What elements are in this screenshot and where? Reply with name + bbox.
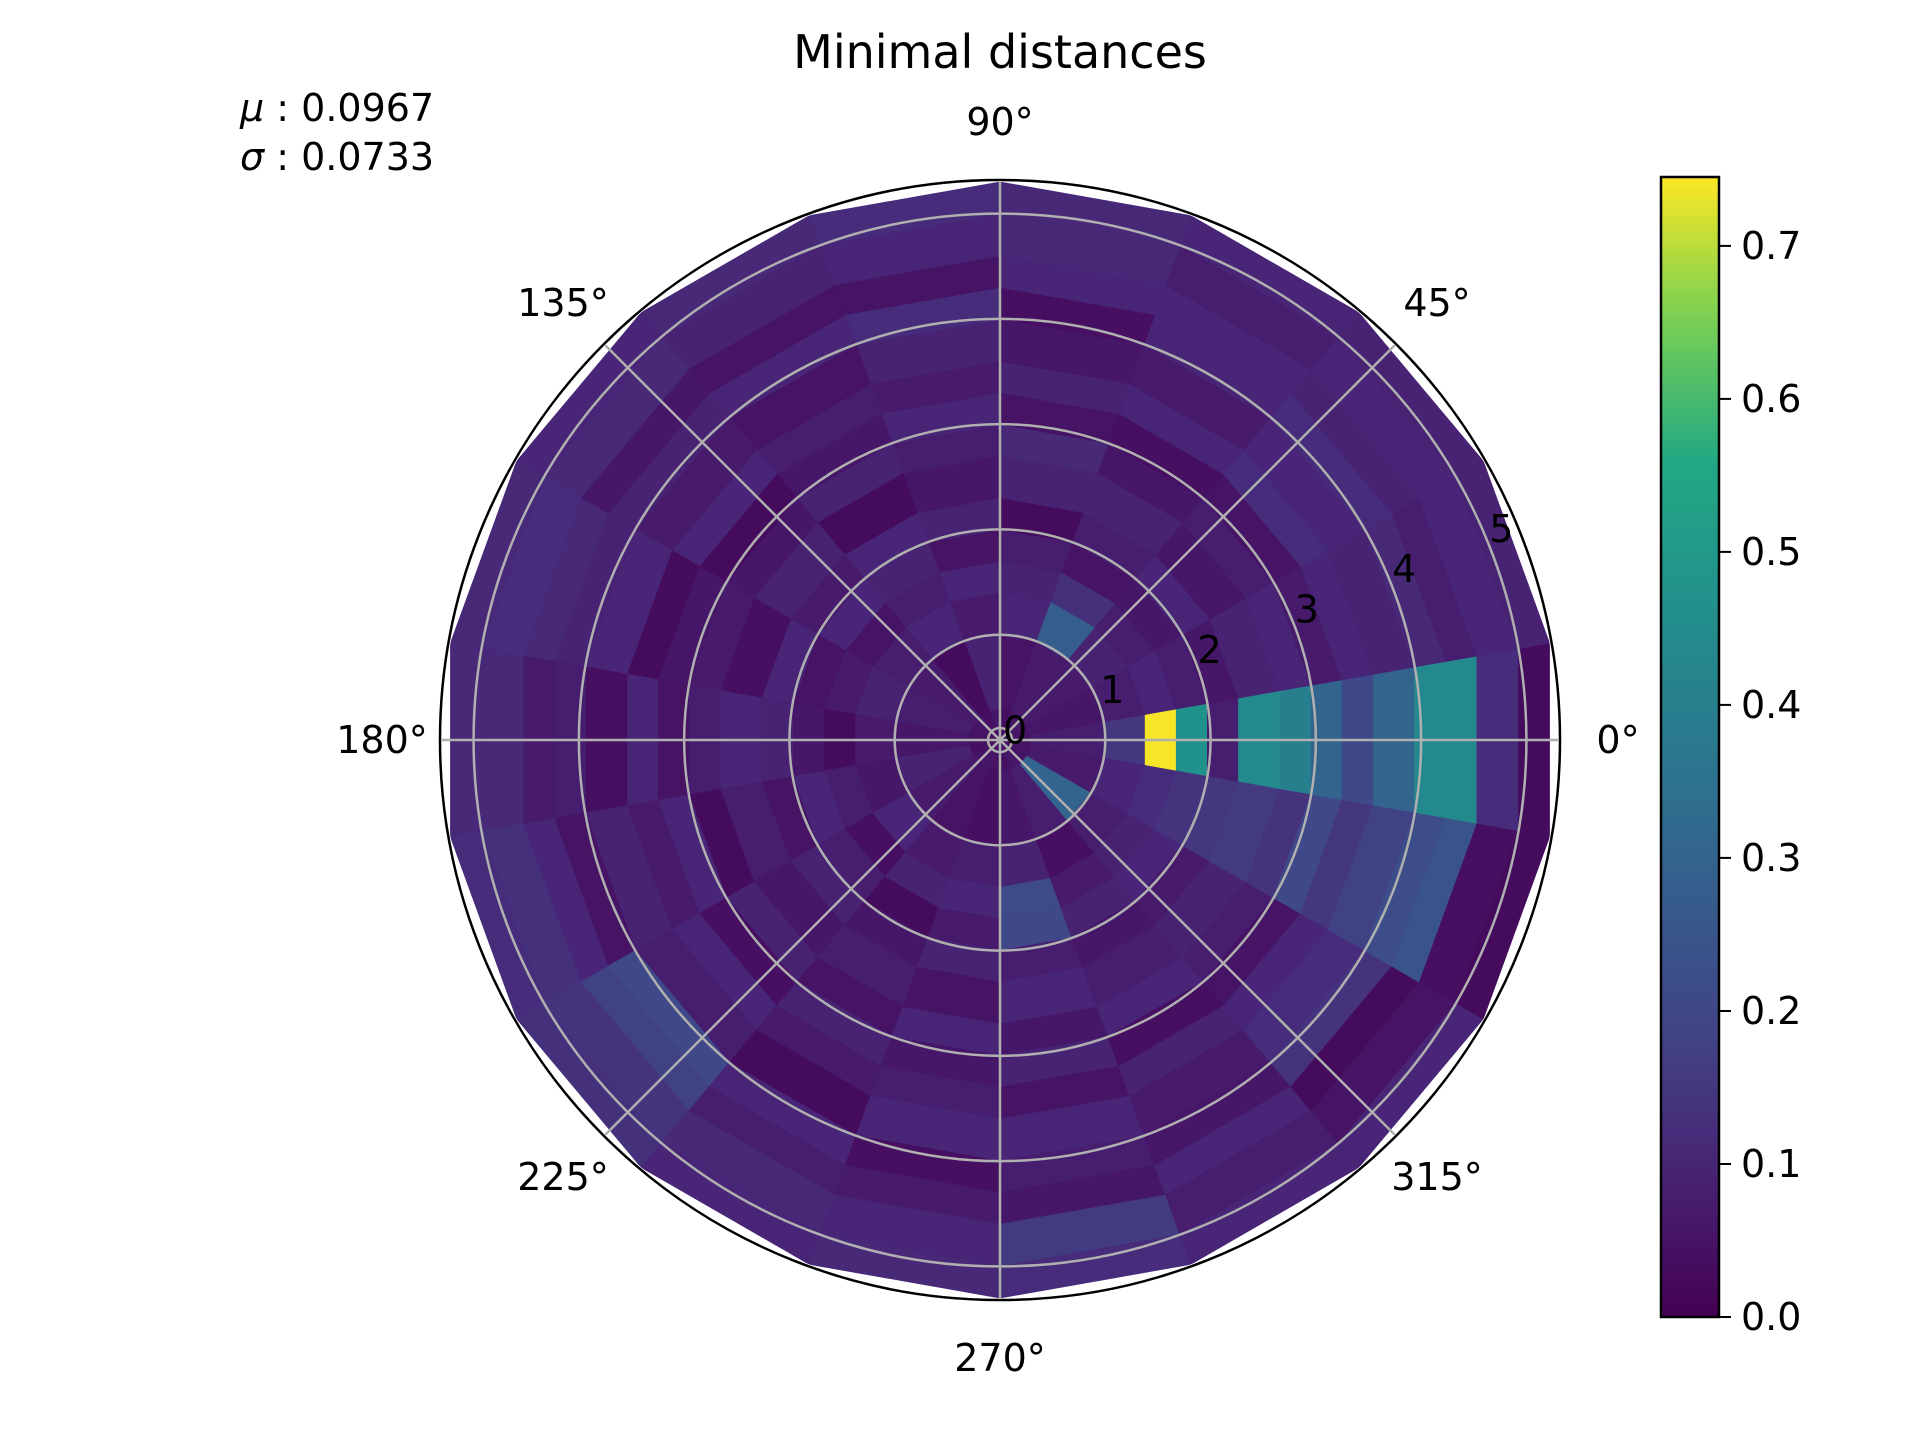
colorbar-gradient	[1659, 175, 1721, 1319]
colorbar-tick-label: 0.6	[1741, 377, 1801, 421]
colorbar-tick-label: 0.7	[1741, 224, 1801, 268]
angle-tick-labels: 0° 45° 90° 135° 180° 225° 270° 315°	[336, 100, 1639, 1380]
angle-gridline	[999, 344, 1396, 741]
radius-tick-label: 4	[1392, 547, 1416, 591]
colorbar-tick-label: 0.0	[1741, 1295, 1801, 1339]
std-symbol: σ	[240, 135, 266, 179]
heatmap-cell	[808, 1234, 1001, 1298]
angle-tick-label: 315°	[1391, 1155, 1483, 1199]
stats-annotation: μ : 0.0967 σ : 0.0733	[239, 86, 434, 179]
angle-gridline	[604, 739, 1001, 1136]
angle-gridline	[604, 344, 1001, 741]
angle-tick-label: 135°	[517, 281, 609, 325]
radius-tick-label: 1	[1100, 668, 1124, 712]
colorbar-tick-label: 0.2	[1741, 989, 1801, 1033]
mean-stat: μ : 0.0967	[239, 86, 434, 130]
radius-tick-label: 5	[1489, 507, 1513, 551]
heatmap-cell	[999, 182, 1192, 246]
mean-symbol: μ	[239, 86, 264, 130]
colorbar-ticks: 0.0 0.1 0.2 0.3 0.4 0.5 0.6 0.7	[1719, 224, 1801, 1339]
colorbar-tick-label: 0.5	[1741, 530, 1801, 574]
radius-tick-label: 0	[1003, 708, 1027, 752]
angle-tick-label: 225°	[517, 1155, 609, 1199]
colorbar-tick-label: 0.4	[1741, 683, 1801, 727]
angle-gridline	[999, 739, 1396, 1136]
mean-value: 0.0967	[301, 86, 434, 130]
polar-grid	[442, 182, 1558, 1298]
angle-tick-label: 90°	[966, 100, 1033, 144]
chart-title: Minimal distances	[793, 25, 1207, 79]
angle-tick-label: 45°	[1403, 281, 1470, 325]
heatmap-cell	[1455, 830, 1551, 1020]
radius-tick-label: 3	[1295, 588, 1319, 632]
std-stat: σ : 0.0733	[240, 135, 434, 179]
colorbar-tick-label: 0.1	[1741, 1142, 1801, 1186]
angle-tick-label: 180°	[336, 718, 428, 762]
heatmap-cells	[449, 182, 1551, 1298]
polar-frame	[438, 178, 1562, 1302]
colorbar-tick-label: 0.3	[1741, 836, 1801, 880]
mean-separator: :	[276, 86, 301, 130]
std-separator: :	[276, 135, 301, 179]
std-value: 0.0733	[301, 135, 434, 179]
colorbar: 0.0 0.1 0.2 0.3 0.4 0.5 0.6 0.7	[1659, 175, 1801, 1339]
radius-tick-labels: 0 1 2 3 4 5	[1003, 507, 1513, 752]
angle-tick-label: 0°	[1596, 718, 1639, 762]
radius-tick-label: 2	[1198, 628, 1222, 672]
angle-tick-label: 270°	[954, 1336, 1046, 1380]
